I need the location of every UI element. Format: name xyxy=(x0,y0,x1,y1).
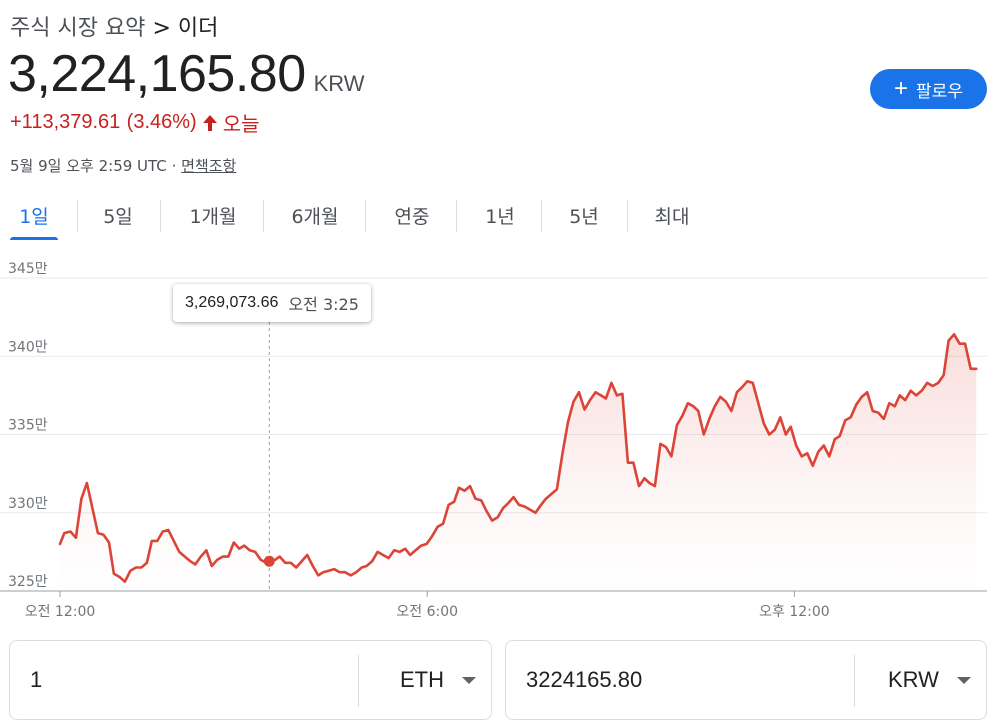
x-tick-label: 오전 6:00 xyxy=(396,604,458,620)
tab-divider xyxy=(77,200,78,232)
y-tick-label: 345만 xyxy=(8,262,48,277)
tab-label: 최대 xyxy=(654,206,690,228)
timestamp: 5월 9일 오후 2:59 UTC · 면책조항 xyxy=(10,155,236,176)
breadcrumb-root[interactable]: 주식 시장 요약 xyxy=(10,16,146,41)
tab-1m[interactable]: 1개월 xyxy=(178,198,248,238)
tab-label: 1년 xyxy=(485,206,515,228)
converter-from: ETH xyxy=(9,640,492,720)
tab-label: 6개월 xyxy=(291,206,339,228)
timestamp-text: 5월 9일 오후 2:59 UTC xyxy=(10,157,167,175)
price-row: 3,224,165.80 KRW xyxy=(8,44,365,104)
converter-to: KRW xyxy=(505,640,987,720)
price-area xyxy=(60,334,977,591)
hover-point xyxy=(263,555,275,567)
tab-divider xyxy=(541,200,542,232)
tab-label: 5일 xyxy=(103,206,133,228)
tab-6m[interactable]: 6개월 xyxy=(280,198,350,238)
converter-divider xyxy=(358,655,359,707)
caret-down-icon xyxy=(956,676,971,684)
from-currency-label: ETH xyxy=(400,667,444,692)
from-currency-select[interactable]: ETH xyxy=(400,641,476,719)
tab-ytd[interactable]: 연중 xyxy=(385,198,439,238)
y-tick-label: 325만 xyxy=(8,574,48,590)
to-currency-select[interactable]: KRW xyxy=(888,641,971,719)
tab-5d[interactable]: 5일 xyxy=(92,198,144,238)
tab-divider xyxy=(263,200,264,232)
tab-divider xyxy=(365,200,366,232)
caret-down-icon xyxy=(462,676,476,684)
tab-label: 연중 xyxy=(394,206,430,228)
tab-divider xyxy=(456,200,457,232)
tab-label: 1일 xyxy=(19,206,49,228)
tab-divider xyxy=(160,200,161,232)
follow-button[interactable]: + 팔로우 xyxy=(870,69,987,109)
change-amount: +113,379.61 xyxy=(10,111,121,133)
tab-max[interactable]: 최대 xyxy=(644,198,700,238)
tab-1d[interactable]: 1일 xyxy=(10,198,58,240)
x-tick-label: 오후 12:00 xyxy=(759,604,830,620)
breadcrumb: 주식 시장 요약 > 이더 xyxy=(10,10,218,42)
disclaimer-link[interactable]: 면책조항 xyxy=(181,157,237,175)
tooltip-value: 3,269,073.66 xyxy=(185,294,279,311)
change-period: 오늘 xyxy=(222,112,260,136)
breadcrumb-current: 이더 xyxy=(177,16,219,41)
price-line xyxy=(58,333,978,583)
tab-label: 1개월 xyxy=(189,206,237,228)
y-tick-label: 340만 xyxy=(8,339,48,355)
timestamp-separator: · xyxy=(171,157,177,175)
y-tick-label: 335만 xyxy=(8,418,48,434)
y-tick-label: 330만 xyxy=(8,496,48,512)
tab-label: 5년 xyxy=(569,206,599,228)
range-tabs: 1일 5일 1개월 6개월 연중 1년 5년 최대 xyxy=(0,198,987,242)
to-amount-input[interactable] xyxy=(526,641,826,719)
price-value: 3,224,165.80 xyxy=(8,45,306,103)
price-currency: KRW xyxy=(313,71,365,96)
tab-5y[interactable]: 5년 xyxy=(558,198,610,238)
to-currency-label: KRW xyxy=(888,667,939,692)
tooltip-time: 오전 3:25 xyxy=(288,295,359,314)
breadcrumb-separator: > xyxy=(152,16,171,41)
price-change: +113,379.61 (3.46%) 오늘 xyxy=(10,108,260,137)
x-tick-label: 오전 12:00 xyxy=(25,604,96,620)
arrow-up-icon xyxy=(202,114,217,131)
tab-divider xyxy=(627,200,628,232)
tab-1y[interactable]: 1년 xyxy=(475,198,525,238)
converter-divider xyxy=(854,655,855,707)
from-amount-input[interactable] xyxy=(30,641,330,719)
follow-button-label: 팔로우 xyxy=(916,81,963,101)
change-percent: (3.46%) xyxy=(126,111,197,133)
chart-tooltip: 3,269,073.66 오전 3:25 xyxy=(173,284,371,322)
active-tab-indicator xyxy=(10,237,58,240)
plus-icon: + xyxy=(894,75,909,102)
